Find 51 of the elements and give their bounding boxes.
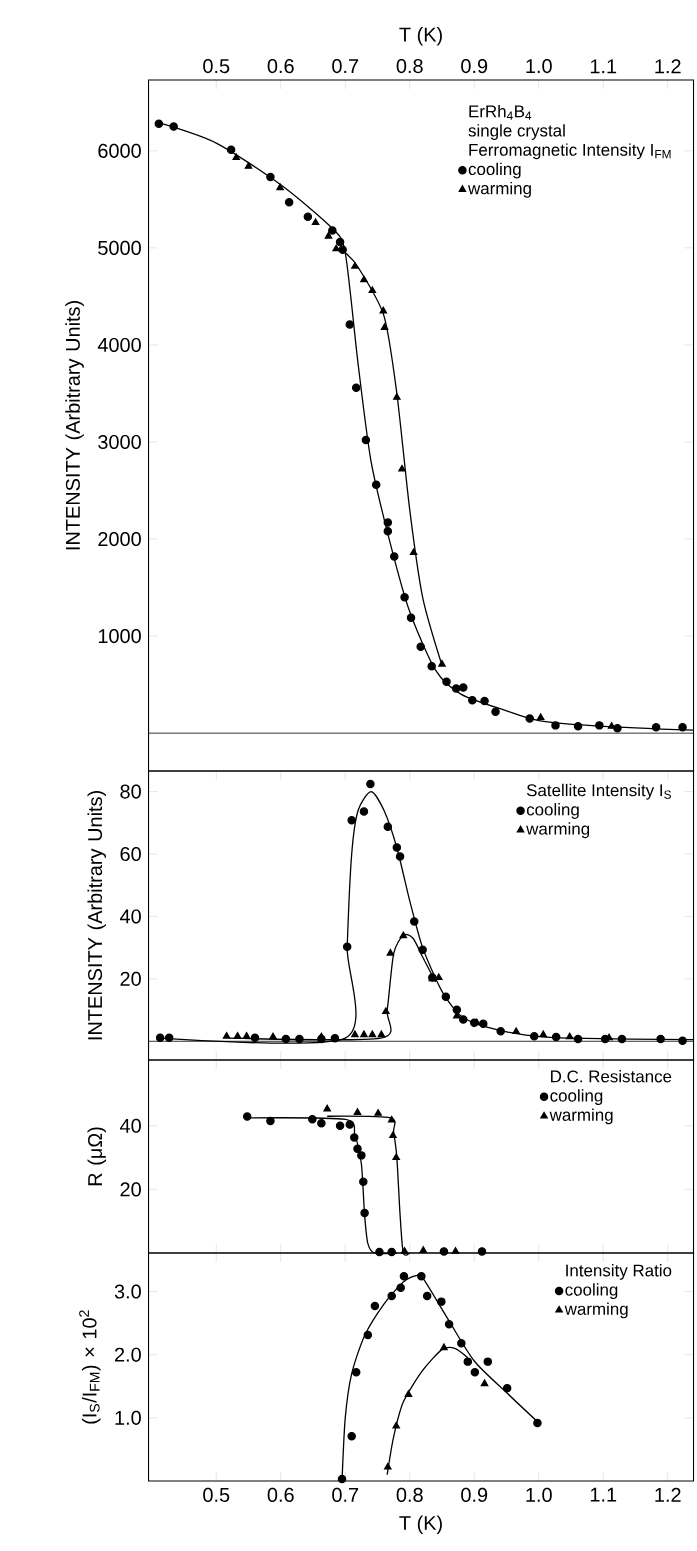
y-tick-label: 5000 <box>98 240 142 255</box>
y-tick-label: 60 <box>120 846 142 862</box>
legend-label: cooling <box>565 1283 618 1300</box>
y-tick-label: 40 <box>120 1118 142 1133</box>
x-tick-label: 1.1 <box>591 59 617 74</box>
y-axis-title: (I$_{S}$/I$_{FM}$) × 10$^{2}$ <box>79 1310 101 1424</box>
annotation: ErRh$_{4}$B$_{4}$ <box>469 104 532 120</box>
x-tick-label: 0.9 <box>461 1487 488 1502</box>
legend-label: cooling <box>550 1089 603 1105</box>
legend-title: D.C. Resistance <box>551 1069 672 1083</box>
x-tick-label: 1.0 <box>526 1487 553 1502</box>
legend-label: cooling <box>527 803 579 819</box>
y-tick-label: 1000 <box>99 629 142 644</box>
y-tick-label: 4000 <box>98 337 142 352</box>
x-tick-label: 1.0 <box>526 59 553 74</box>
x-axis-title: T (K) <box>399 1515 443 1534</box>
y-tick-label: 2000 <box>98 531 142 547</box>
legend-title: Satellite Intensity I$_{S}$ <box>527 783 672 800</box>
y-tick-label: 6000 <box>98 143 142 158</box>
legend-label: warming <box>564 1302 628 1319</box>
x-tick-label: 0.8 <box>396 59 423 74</box>
legend-label: warming <box>526 822 590 839</box>
y-tick-label: 40 <box>120 909 142 924</box>
y-axis-title: INTENSITY (Arbitrary Units) <box>87 791 107 1040</box>
y-axis-title: INTENSITY (Arbitrary Units) <box>65 301 85 550</box>
legend-title: Ferromagnetic Intensity I$_{FM}$ <box>469 143 671 160</box>
x-tick-label: 1.2 <box>655 59 681 74</box>
x-tick-label: 0.9 <box>461 59 488 74</box>
y-tick-label: 20 <box>120 971 142 986</box>
y-tick-label: 1.0 <box>115 1410 142 1425</box>
y-tick-label: 3.0 <box>115 1284 142 1299</box>
annotation: single crystal <box>468 124 565 140</box>
x-tick-label: 1.2 <box>655 1487 681 1502</box>
x-tick-label: 0.7 <box>332 1487 359 1502</box>
x-axis-title: T (K) <box>399 26 443 46</box>
x-tick-label: 1.1 <box>591 1487 617 1502</box>
legend-label: cooling <box>468 162 521 179</box>
y-tick-label: 3000 <box>98 434 142 450</box>
legend-label: warming <box>549 1108 613 1125</box>
y-tick-label: 2.0 <box>115 1347 142 1362</box>
y-axis-title: R (μΩ) <box>87 1127 107 1186</box>
x-tick-label: 0.7 <box>332 59 359 74</box>
legend-label: warming <box>468 181 532 198</box>
y-tick-label: 80 <box>120 784 142 799</box>
legend-title: Intensity Ratio <box>566 1264 672 1280</box>
x-tick-label: 0.8 <box>396 1487 423 1502</box>
x-tick-label: 0.5 <box>203 1487 230 1502</box>
x-tick-label: 0.6 <box>267 1487 294 1502</box>
x-tick-label: 0.5 <box>203 59 230 74</box>
x-tick-label: 0.6 <box>267 59 294 74</box>
y-tick-label: 20 <box>120 1182 142 1197</box>
